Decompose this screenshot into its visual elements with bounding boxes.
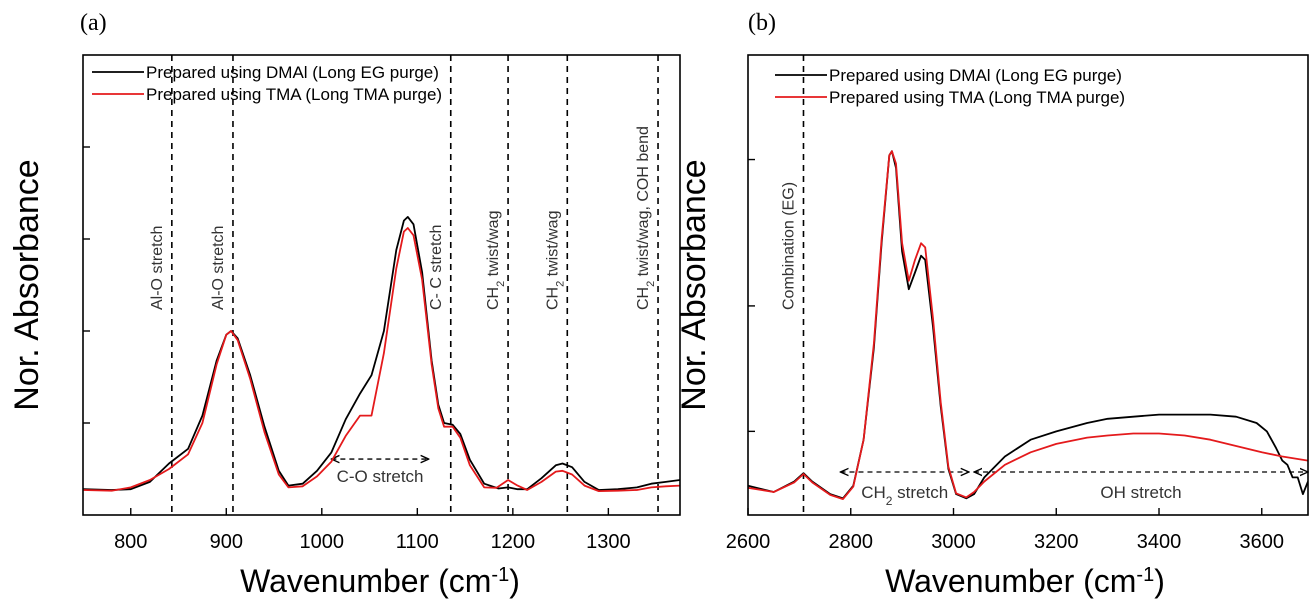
panel-a: (a) Nor. Absorbance Wavenumber (cm-1) Al-O … [8, 10, 681, 599]
peak-annotation: CH2 twist/wag [544, 211, 566, 310]
peak-annotation: Al-O stretch [149, 226, 166, 310]
x-tick-label: 1100 [396, 531, 439, 553]
x-axis-label: Wavenumber (cm-1) [240, 563, 520, 599]
span-label: OH stretch [1100, 483, 1181, 502]
peak-annotation: Al-O stretch [210, 226, 227, 310]
peak-annotation: Combination (EG) [780, 182, 797, 310]
series-line-2 [83, 227, 680, 492]
x-tick-label: 3000 [931, 531, 976, 553]
span-label: CH2 stretch [861, 483, 948, 508]
x-tick-label: 3400 [1137, 531, 1182, 553]
plot-frame [82, 54, 681, 516]
y-axis-label: Nor. Absorbance [675, 159, 713, 410]
x-axis-label: Wavenumber (cm-1) [885, 563, 1165, 599]
peak-annotation: CH2 twist/wag [485, 211, 507, 310]
panel-label: (a) [80, 10, 107, 36]
peak-annotation: CH2 twist/wag, COH bend [635, 126, 657, 310]
y-axis-label: Nor. Absorbance [8, 159, 46, 410]
legend-label: Prepared using TMA (Long TMA purge) [146, 85, 442, 104]
x-tick-label: 2800 [829, 531, 874, 553]
x-tick-label: 2600 [726, 531, 771, 553]
panel-b: (b) Nor. Absorbance Wavenumber (cm-1) Combi… [675, 10, 1308, 599]
x-tick-label: 1200 [491, 531, 536, 553]
x-tick-label: 800 [114, 531, 147, 553]
x-tick-label: 1000 [300, 531, 345, 553]
x-tick-label: 3600 [1240, 531, 1285, 553]
peak-annotation: C- C stretch [428, 225, 445, 310]
plot-frame [747, 54, 1309, 516]
span-label: C-O stretch [337, 467, 424, 486]
x-tick-label: 1300 [586, 531, 631, 553]
x-tick-label: 3200 [1034, 531, 1079, 553]
panel-label: (b) [748, 10, 776, 36]
x-tick-label: 900 [210, 531, 243, 553]
series-line-2 [748, 150, 1308, 500]
series-line-1 [748, 150, 1308, 500]
legend-label: Prepared using DMAl (Long EG purge) [829, 66, 1122, 85]
legend-label: Prepared using DMAl (Long EG purge) [146, 63, 439, 82]
legend-label: Prepared using TMA (Long TMA purge) [829, 88, 1125, 107]
